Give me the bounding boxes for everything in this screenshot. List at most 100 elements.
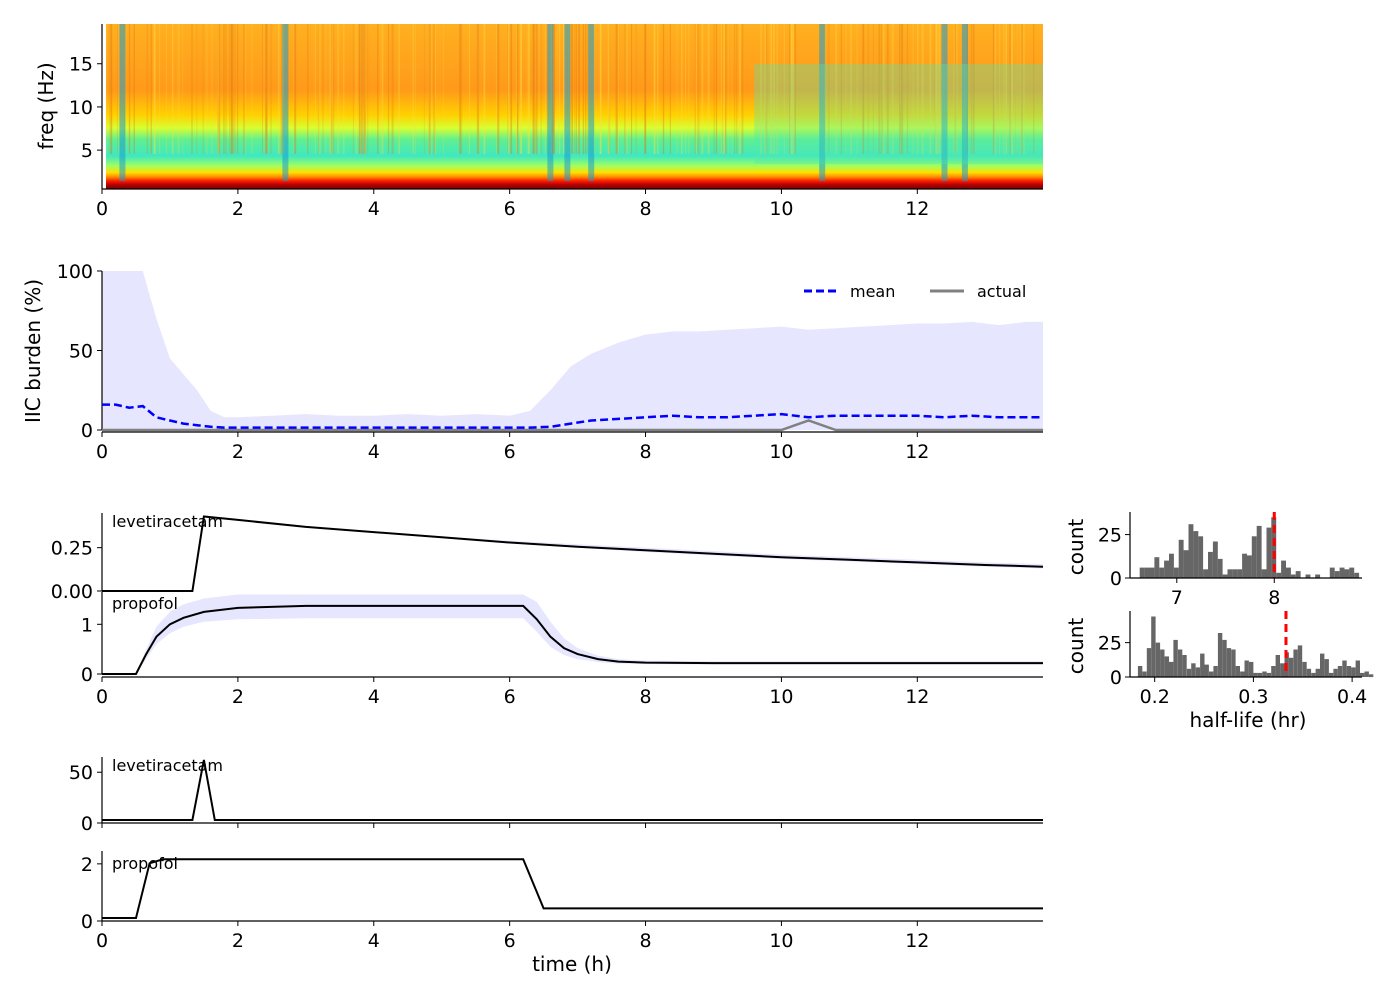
- histogram-y-tick-label: 0: [1110, 667, 1122, 689]
- spectrogram-texture: [617, 24, 619, 154]
- spectrogram-texture: [243, 24, 245, 154]
- histogram-bar: [1169, 661, 1174, 677]
- spectrogram-texture: [233, 24, 235, 154]
- histogram-bar: [1257, 672, 1263, 677]
- histogram-bar: [1328, 672, 1334, 677]
- spectrogram-texture: [231, 24, 234, 154]
- spectrogram-texture: [225, 24, 227, 154]
- histogram-bottom-ylabel: count: [1064, 618, 1088, 675]
- spectrogram-texture: [725, 24, 727, 154]
- spectrogram-texture: [992, 24, 994, 154]
- spectrogram-texture: [912, 24, 914, 154]
- spectrogram-texture: [731, 24, 733, 154]
- spectrogram-texture: [891, 24, 894, 154]
- spectrogram-texture: [277, 24, 280, 154]
- spectrogram-x-tick-label: 6: [504, 198, 516, 220]
- histogram-bar: [1354, 572, 1360, 578]
- spectrogram-texture: [738, 24, 741, 154]
- iic-y-tick-label: 100: [57, 261, 93, 283]
- spectrogram-texture: [994, 24, 995, 154]
- spectrogram-texture: [599, 24, 602, 154]
- spectrogram-texture: [867, 24, 870, 154]
- concentration-x-tick-label: 4: [368, 686, 380, 708]
- histogram-bar: [1262, 671, 1267, 677]
- dosing-propofol-x-tick-label: 10: [769, 930, 793, 952]
- histogram-bar: [1337, 666, 1343, 677]
- spectrogram-texture: [558, 24, 560, 154]
- spectrogram-texture: [999, 24, 1001, 154]
- histogram-bar: [1177, 649, 1183, 677]
- histogram-top-ylabel: count: [1064, 519, 1088, 576]
- spectrogram-texture: [540, 24, 542, 154]
- histogram-bar: [1251, 536, 1257, 578]
- spectrogram-texture: [129, 24, 131, 154]
- spectrogram-texture: [516, 24, 519, 154]
- spectrogram-artifact: [588, 24, 595, 181]
- concentration-levetiracetam-y-tick-label: 0.00: [51, 581, 93, 603]
- spectrogram-texture: [713, 24, 715, 154]
- spectrogram-texture: [1015, 24, 1017, 154]
- spectrogram-texture: [906, 24, 909, 154]
- histogram-bar: [1351, 667, 1356, 677]
- histogram-bar: [1231, 649, 1236, 677]
- spectrogram-texture: [653, 24, 655, 154]
- histogram-bar: [1139, 567, 1145, 578]
- spectrogram-texture: [244, 24, 246, 154]
- dosing-levetiracetam-y-tick-label: 0: [81, 813, 93, 835]
- spectrogram-texture: [331, 24, 333, 154]
- spectrogram-texture: [862, 24, 865, 154]
- histogram-bar: [1142, 671, 1147, 677]
- spectrogram-texture: [423, 24, 425, 154]
- histogram-bar: [1146, 648, 1152, 677]
- histogram-bar: [1183, 550, 1189, 578]
- histogram-bar: [1342, 660, 1347, 677]
- spectrogram-artifact: [941, 24, 948, 181]
- spectrogram-texture: [1015, 24, 1016, 154]
- spectrogram-background: [106, 24, 1043, 189]
- spectrogram-texture: [717, 24, 719, 154]
- concentration-band-levetiracetam: [102, 516, 1043, 591]
- spectrogram-texture: [685, 24, 687, 154]
- spectrogram-texture: [534, 24, 537, 154]
- spectrogram-texture: [882, 24, 885, 154]
- spectrogram-texture: [337, 24, 340, 154]
- spectrogram-texture: [556, 24, 558, 154]
- spectrogram-texture: [697, 24, 699, 154]
- histogram-bar: [1290, 574, 1296, 578]
- spectrogram-texture: [508, 24, 509, 154]
- spectrogram-texture: [770, 24, 772, 154]
- spectrogram-texture: [574, 24, 575, 154]
- spectrogram-texture: [377, 24, 379, 154]
- histogram-bar: [1346, 666, 1352, 677]
- spectrogram-x-tick-label: 10: [769, 198, 793, 220]
- histogram-bar: [1311, 672, 1316, 677]
- spectrogram-texture: [654, 24, 656, 154]
- histogram-bar: [1297, 645, 1303, 677]
- spectrogram-texture: [434, 24, 436, 154]
- histogram-bar: [1344, 569, 1350, 578]
- spectrogram-y-tick-label: 5: [81, 140, 93, 162]
- spectrogram-texture: [106, 24, 108, 154]
- histogram-bar: [1217, 558, 1223, 578]
- spectrogram-texture: [701, 24, 704, 154]
- iic-x-tick-label: 8: [639, 441, 651, 463]
- spectrogram-texture: [695, 24, 697, 154]
- spectrogram-texture: [657, 24, 659, 154]
- histogram-bar: [1149, 567, 1155, 578]
- spectrogram-texture: [791, 24, 793, 154]
- histogram-bar: [1334, 571, 1340, 578]
- histogram-bar: [1320, 653, 1325, 677]
- histogram-bar: [1266, 672, 1272, 677]
- spectrogram-texture: [760, 24, 762, 154]
- dosing-propofol-x-tick-label: 6: [504, 930, 516, 952]
- spectrogram-texture: [211, 24, 213, 154]
- spectrogram-texture: [676, 24, 678, 154]
- spectrogram-texture: [764, 24, 766, 154]
- spectrogram-texture: [387, 24, 390, 154]
- spectrogram-image: [106, 24, 1044, 189]
- histogram-bar: [1164, 656, 1169, 677]
- dosing-xlabel: time (h): [532, 952, 612, 976]
- spectrogram-texture: [483, 24, 485, 154]
- histogram-bar: [1208, 551, 1213, 578]
